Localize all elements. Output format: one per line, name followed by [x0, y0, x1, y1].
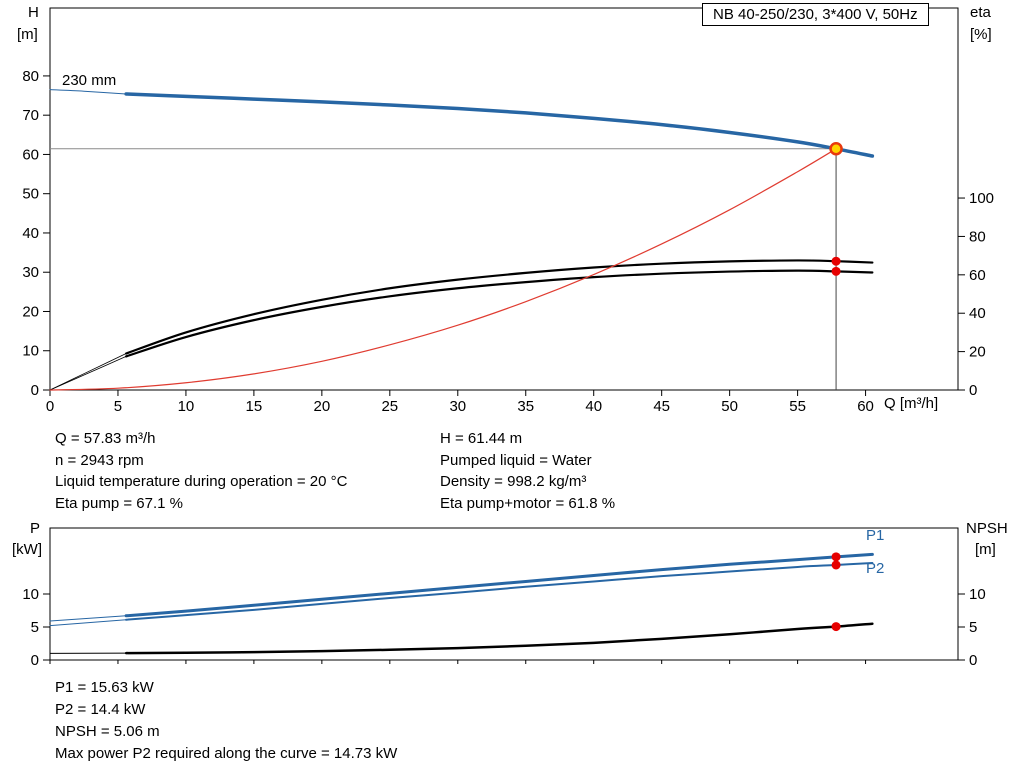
y-left-tick-label: 20 [22, 303, 39, 320]
eta-pump-motor-dot [831, 266, 841, 276]
x-tick-label: 15 [246, 398, 263, 415]
eta-axis-label: eta [970, 4, 991, 21]
eta-pump-curve-lead [49, 353, 127, 391]
y-left-tick-label: 40 [22, 225, 39, 242]
x-tick-label: 20 [314, 398, 331, 415]
p1-curve-label: P1 [866, 527, 885, 544]
q-axis-label: Q [m³/h] [884, 395, 939, 412]
x-tick-label: 45 [653, 398, 670, 415]
eta-pump-motor-curve [125, 269, 874, 358]
p1-dot [831, 552, 841, 562]
x-tick-label: 55 [789, 398, 806, 415]
p1-curve-lead [49, 615, 127, 622]
y-left-tick-label: 0 [31, 382, 39, 399]
plot-frame [49, 7, 959, 391]
y-left-tick-label: 0 [31, 652, 39, 669]
impeller-diameter-label: 230 mm [62, 72, 117, 89]
y-left-tick-label: 80 [22, 68, 39, 85]
plot-frame [49, 527, 959, 661]
info-liquid: Pumped liquid = Water [440, 451, 592, 469]
x-tick-label: 5 [114, 398, 122, 415]
info-speed: n = 2943 rpm [55, 451, 144, 469]
y-left-tick-label: 30 [22, 264, 39, 281]
y-left-tick-label: 50 [22, 186, 39, 203]
y-right-tick-label: 40 [969, 305, 986, 322]
duty-info-left: Q = 57.83 m³/h n = 2943 rpm Liquid tempe… [55, 428, 347, 514]
result-p1: P1 = 15.63 kW [55, 679, 154, 696]
p2-curve-label: P2 [866, 560, 885, 577]
result-info: P1 = 15.63 kW P2 = 14.4 kW NPSH = 5.06 m… [55, 677, 397, 765]
info-flow: Q = 57.83 m³/h [55, 430, 156, 447]
y-right-tick-label: 0 [969, 382, 977, 399]
npsh-axis-label: NPSH [966, 520, 1008, 537]
h-axis-label: H [28, 4, 39, 21]
info-head: H = 61.44 m [440, 430, 523, 447]
duty-info-right: H = 61.44 m Pumped liquid = Water Densit… [440, 428, 615, 514]
y-right-tick-label: 5 [969, 619, 977, 636]
npsh-axis-unit: [m] [975, 541, 996, 558]
p2-curve [125, 561, 874, 621]
x-tick-label: 0 [46, 398, 54, 415]
p-axis-unit: [kW] [12, 541, 42, 558]
eta-pump-motor-curve-lead [49, 356, 127, 391]
x-tick-label: 10 [178, 398, 195, 415]
result-npsh: NPSH = 5.06 m [55, 723, 160, 740]
y-left-tick-label: 10 [22, 343, 39, 360]
p-axis-label: P [30, 520, 41, 537]
y-right-tick-label: 10 [969, 586, 986, 603]
y-left-tick-label: 10 [22, 586, 39, 603]
h-axis-unit: [m] [17, 26, 38, 43]
system-curve [49, 148, 837, 391]
eta-pump-dot [831, 256, 841, 266]
y-right-tick-label: 80 [969, 228, 986, 245]
x-tick-label: 40 [585, 398, 602, 415]
pump-model-box: NB 40-250/230, 3*400 V, 50Hz [702, 3, 929, 26]
y-right-tick-label: 100 [969, 190, 994, 207]
info-density: Density = 998.2 kg/m³ [440, 473, 587, 490]
y-left-tick-label: 5 [31, 619, 39, 636]
eta-pump-curve [125, 259, 874, 355]
npsh-curve [124, 622, 874, 655]
eta-axis-unit: [%] [970, 26, 992, 43]
x-tick-label: 25 [381, 398, 398, 415]
x-tick-label: 30 [449, 398, 466, 415]
npsh-dot [831, 622, 841, 632]
y-right-tick-label: 0 [969, 652, 977, 669]
p2-curve-lead [49, 619, 127, 627]
duty-point [829, 142, 843, 156]
y-right-tick-label: 20 [969, 344, 986, 361]
info-eta-pump-motor: Eta pump+motor = 61.8 % [440, 494, 616, 512]
p2-dot [831, 560, 841, 570]
p1-curve [124, 552, 874, 618]
y-left-tick-label: 70 [22, 107, 39, 124]
pump-curve-lead [49, 89, 127, 95]
pump-curve [124, 92, 875, 158]
y-right-tick-label: 60 [969, 267, 986, 284]
x-tick-label: 50 [721, 398, 738, 415]
x-tick-label: 35 [517, 398, 534, 415]
info-eta-pump: Eta pump = 67.1 % [55, 494, 183, 512]
head-flow-chart: 0 5 10 15 20 25 30 35 40 45 50 55 60 0 10 20 30 40 50 60 70 8… [22, 7, 994, 415]
result-max-power: Max power P2 required along the curve = … [55, 745, 398, 762]
y-left-tick-label: 60 [22, 146, 39, 163]
power-npsh-chart: 0 5 10 0 5 10 [22, 527, 986, 669]
info-temperature: Liquid temperature during operation = 20… [55, 473, 348, 490]
x-tick-label: 60 [857, 398, 874, 415]
result-p2: P2 = 14.4 kW [55, 701, 146, 718]
